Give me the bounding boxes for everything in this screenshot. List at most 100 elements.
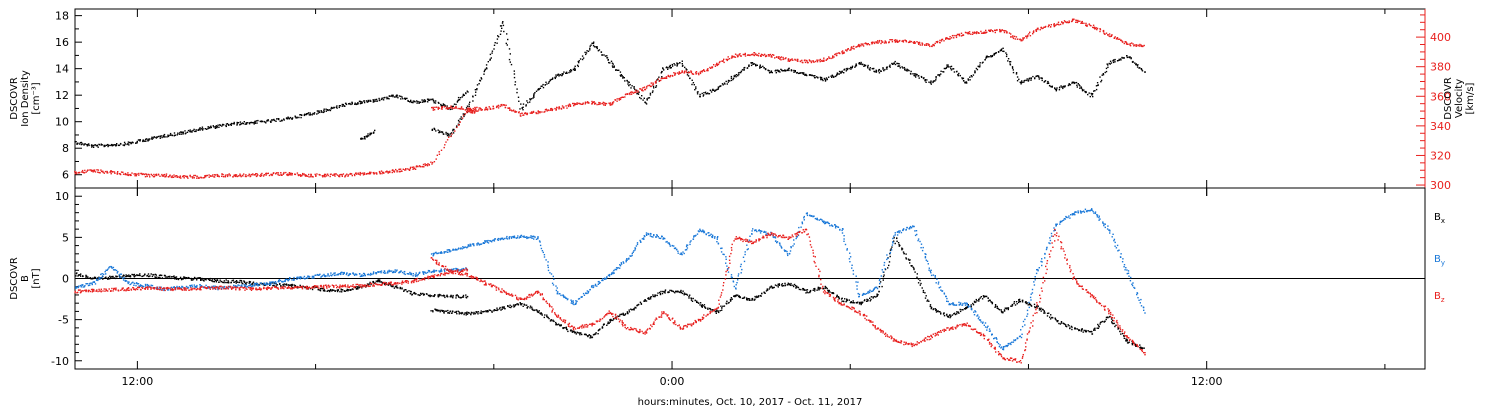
data-point — [483, 73, 485, 75]
data-point — [975, 298, 977, 301]
data-point — [533, 96, 535, 98]
data-point — [822, 288, 824, 290]
data-point — [110, 266, 113, 268]
data-point — [408, 169, 410, 171]
data-point — [1094, 27, 1097, 30]
data-point — [367, 135, 370, 137]
data-point — [1089, 331, 1092, 333]
data-point — [116, 272, 118, 274]
data-point — [1039, 29, 1041, 31]
data-point — [456, 249, 458, 251]
data-point — [75, 173, 78, 175]
data-point — [1019, 38, 1021, 40]
data-point — [850, 47, 852, 49]
data-point — [389, 171, 391, 174]
data-point — [261, 120, 263, 123]
data-point — [442, 310, 444, 312]
data-point — [623, 314, 625, 316]
data-point — [433, 102, 435, 104]
data-point — [869, 69, 871, 71]
data-point — [207, 127, 209, 130]
data-point — [503, 306, 505, 308]
data-point — [513, 73, 516, 75]
data-point — [550, 78, 552, 81]
data-point — [245, 284, 247, 286]
data-point — [1002, 47, 1004, 49]
data-point — [821, 78, 823, 81]
data-point — [523, 303, 525, 305]
data-point — [700, 70, 702, 72]
data-point — [819, 76, 822, 78]
data-point — [507, 305, 509, 308]
data-point — [755, 296, 757, 299]
data-point — [80, 143, 83, 146]
data-point — [518, 111, 520, 113]
data-point — [694, 299, 696, 302]
data-point — [991, 302, 994, 304]
data-point — [824, 80, 827, 82]
data-point — [304, 174, 307, 176]
data-point — [1025, 302, 1027, 304]
data-point — [340, 272, 342, 275]
data-point — [816, 289, 818, 291]
data-point — [416, 100, 418, 102]
data-point — [589, 49, 591, 51]
data-point — [808, 59, 811, 61]
data-point — [1054, 318, 1057, 320]
data-point — [863, 65, 865, 67]
data-point — [1139, 346, 1141, 349]
data-point — [554, 107, 556, 110]
data-point — [792, 285, 795, 288]
data-point — [913, 267, 915, 269]
data-point — [1069, 327, 1071, 330]
data-point — [1026, 78, 1028, 80]
data-point — [812, 60, 814, 63]
data-point — [661, 77, 663, 80]
data-point — [454, 130, 456, 132]
data-point — [1050, 85, 1052, 88]
data-point — [943, 315, 946, 317]
data-point — [930, 83, 932, 85]
data-point — [888, 41, 890, 43]
data-point — [558, 106, 560, 108]
data-point — [982, 32, 984, 34]
data-point — [391, 271, 394, 274]
data-point — [480, 109, 482, 111]
data-point — [122, 275, 124, 277]
data-point — [750, 54, 752, 56]
data-point — [826, 78, 828, 80]
data-point — [1040, 310, 1042, 312]
data-point — [274, 281, 277, 283]
data-point — [430, 253, 433, 255]
data-point — [701, 92, 703, 95]
data-point — [603, 323, 605, 325]
data-point — [189, 286, 192, 288]
data-point — [87, 283, 89, 285]
data-point — [245, 283, 247, 285]
data-point — [124, 173, 126, 176]
data-point — [323, 290, 325, 292]
data-point — [820, 78, 822, 81]
data-point — [391, 171, 393, 174]
data-point — [825, 286, 827, 289]
data-point — [128, 274, 130, 276]
data-point — [449, 251, 451, 253]
data-point — [1099, 28, 1102, 31]
data-point — [100, 273, 102, 276]
data-point — [459, 312, 462, 314]
data-point — [537, 111, 540, 113]
data-point — [979, 297, 981, 299]
data-point — [791, 58, 793, 60]
data-point — [207, 126, 209, 128]
data-point — [651, 91, 654, 94]
data-point — [1120, 39, 1122, 42]
data-point — [180, 278, 183, 281]
data-point — [452, 130, 454, 132]
data-point — [838, 298, 840, 300]
data-point — [783, 58, 785, 60]
data-point — [921, 76, 923, 78]
data-point — [766, 288, 768, 290]
data-point — [89, 284, 91, 286]
data-point — [806, 61, 809, 64]
data-point — [487, 242, 490, 244]
